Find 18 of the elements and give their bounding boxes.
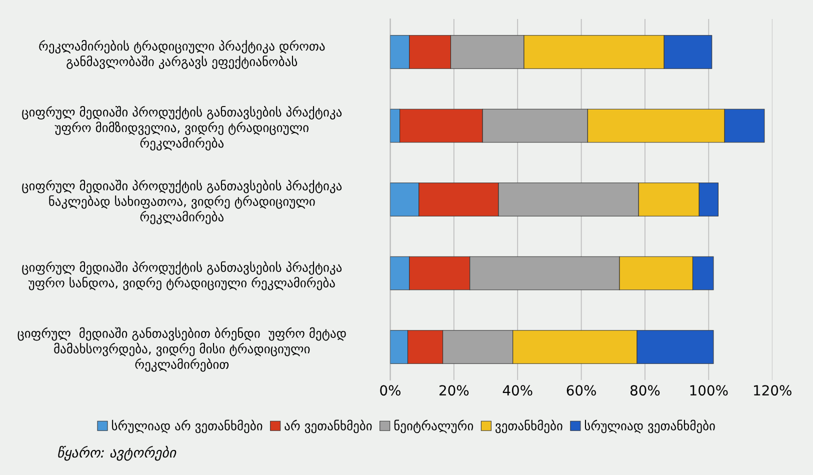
x-tick-label: 60% (566, 385, 596, 396)
x-tick-label: 20% (440, 385, 469, 396)
legend-label: სრულიად არ ვეთანხმები (112, 420, 262, 434)
y-tick-label: ციფრულ მედიაში განთავსებით ბრენდი უფრო მეტად მამახსოვრდება, ვიდრე მისი ტრადიციული რეკლამირებით (18, 327, 346, 372)
x-tick-label: 120% (754, 385, 792, 396)
legend-label: არ ვეთანხმები (284, 420, 372, 434)
x-tick-label: 80% (630, 385, 660, 396)
y-tick-label: ციფრულ მედიაში პროდუქტის განთავსების პრაქტიკა უფრო სანდოა, ვიდრე ტრადიციული რეკლამირება (22, 261, 342, 290)
x-tick-label: 100% (690, 385, 728, 396)
y-tick-label: რეკლამირების ტრადიციული პრაქტიკა დროთა განმავლობაში კარგავს ეფექტიანობას (39, 40, 325, 69)
y-tick-label: ციფრულ მედიაში პროდუქტის განთავსების პრაქტიკა ნაკლებად სახიფათოა, ვიდრე ტრადიციული რეკლამირება (22, 180, 342, 224)
x-tick-label: 40% (502, 385, 532, 396)
text: წყარო: ავტორები (58, 446, 176, 461)
legend-label: სრულიად ვეთანხმები (584, 420, 715, 434)
y-tick-label: ციფრულ მედიაში პროდუქტის განთავსების პრაქტიკა უფრო მიმზიდველია, ვიდრე ტრადიციული რეკლამირება (22, 106, 342, 150)
legend-label: ნეიტრალური (394, 420, 474, 434)
legend-label: ვეთანხმები (496, 420, 562, 434)
x-tick-label: 0% (380, 385, 400, 396)
